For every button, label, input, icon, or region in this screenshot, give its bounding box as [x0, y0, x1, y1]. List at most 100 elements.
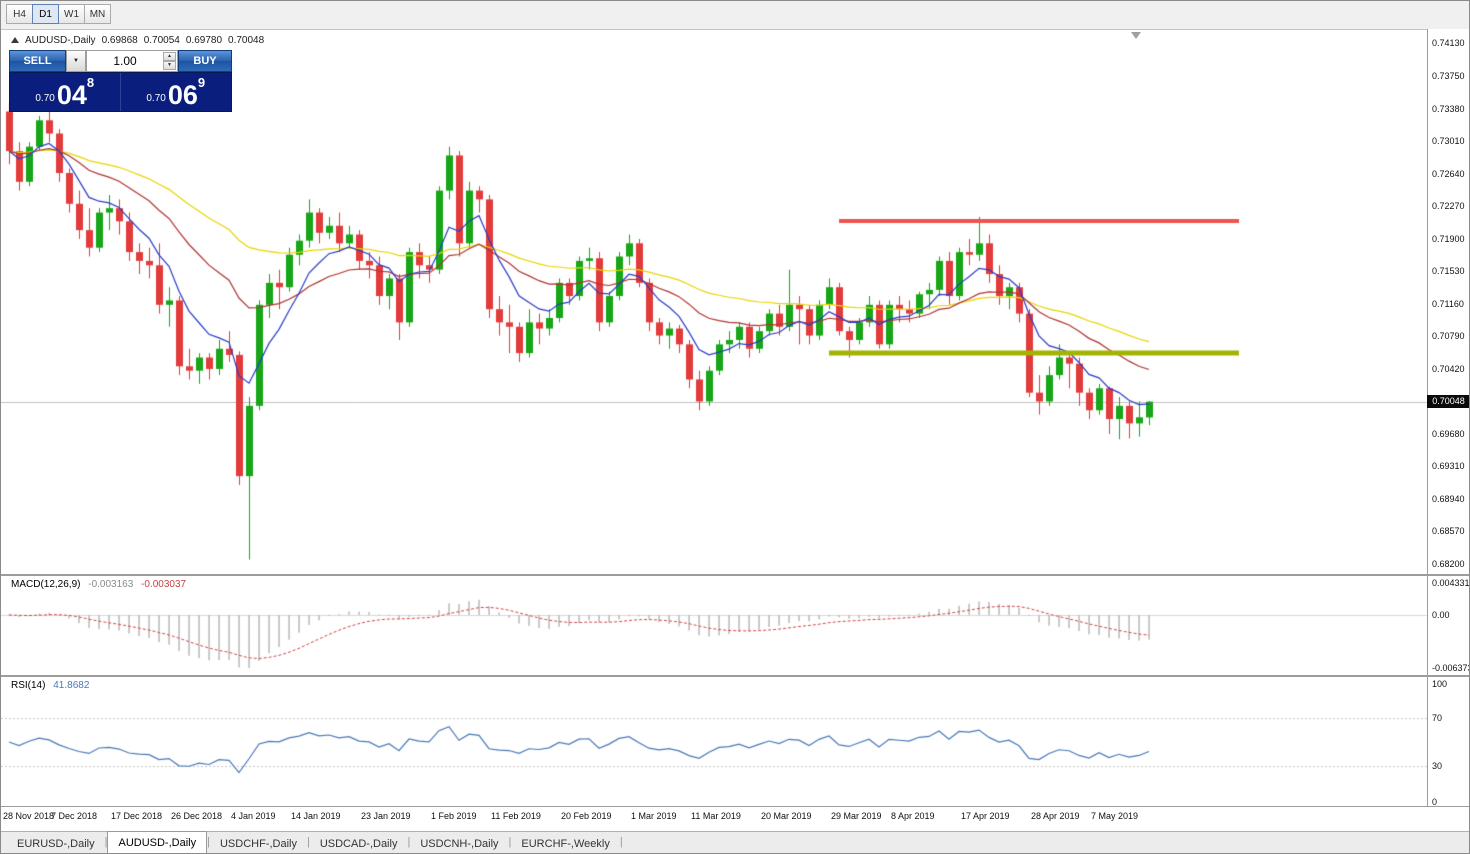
pane-divider[interactable] [1, 574, 1469, 576]
chart-tab-eurchf-weekly[interactable]: EURCHF-,Weekly [521, 838, 610, 850]
price-axis-label: 0.73010 [1432, 136, 1465, 147]
macd-axis-label: 0.00 [1432, 609, 1450, 620]
date-axis-label: 20 Mar 2019 [761, 811, 812, 821]
date-axis-label: 11 Mar 2019 [691, 811, 741, 821]
chart-tab-usdchf-daily[interactable]: USDCHF-,Daily [219, 838, 297, 850]
date-axis-label: 28 Nov 2018 [3, 811, 55, 821]
tab-separator: | [306, 836, 310, 848]
price-axis-label: 0.68200 [1432, 559, 1465, 569]
chart-title: AUDUSD-,Daily 0.69868 0.70054 0.69780 0.… [11, 34, 270, 46]
price-axis-label: 0.74130 [1432, 38, 1465, 48]
buy-price-prefix: 0.70 [146, 93, 166, 104]
volume-field: ▲ ▼ [86, 50, 178, 72]
price-axis-label: 0.68570 [1432, 526, 1465, 537]
date-axis-label: 4 Jan 2019 [231, 811, 276, 821]
date-axis-label: 17 Apr 2019 [961, 811, 1010, 821]
chart-tab-usdcnh-daily[interactable]: USDCNH-,Daily [420, 838, 499, 850]
one-click-trading-panel: SELL ▼ ▲ ▼ BUY 0.70 04 8 0.70 06 9 [9, 50, 232, 112]
sell-price-big: 04 [56, 80, 87, 111]
rsi-indicator-canvas[interactable] [1, 677, 1427, 806]
rsi-axis-label: 0 [1432, 797, 1438, 807]
volume-input[interactable] [89, 52, 161, 70]
chart-symbol-label: AUDUSD-,Daily [25, 34, 96, 46]
price-axis-label: 0.71900 [1432, 233, 1465, 244]
volume-dropdown-button[interactable]: ▼ [66, 50, 86, 72]
current-price-tag: 0.70048 [1427, 394, 1469, 408]
date-axis-label: 14 Jan 2019 [291, 811, 341, 821]
macd-axis-label: -0.006373 [1432, 663, 1470, 673]
price-axis-label: 0.72270 [1432, 201, 1465, 212]
rsi-axis-label: 70 [1432, 712, 1443, 723]
buy-price-sup: 9 [197, 75, 206, 90]
sell-button[interactable]: SELL [9, 50, 66, 72]
volume-up-button[interactable]: ▲ [163, 52, 176, 61]
main-chart-canvas[interactable] [1, 31, 1427, 574]
timeframe-button-d1[interactable]: D1 [32, 4, 59, 24]
date-axis-label: 17 Dec 2018 [111, 811, 163, 821]
chart-tab-audusd-daily[interactable]: AUDUSD-,Daily [107, 831, 208, 853]
date-axis-label: 7 May 2019 [1091, 811, 1139, 821]
timeframe-button-w1[interactable]: W1 [58, 4, 85, 24]
date-axis-label: 7 Dec 2018 [51, 811, 98, 821]
timeframe-button-group: H4 D1 W1 MN [6, 4, 111, 24]
macd-name: MACD(12,26,9) [11, 579, 81, 590]
chart-close-value: 0.70048 [228, 34, 265, 46]
sell-price-prefix: 0.70 [35, 93, 55, 104]
price-axis-label: 0.73750 [1432, 71, 1465, 82]
macd-axis-label: 0.004331 [1432, 578, 1470, 588]
buy-price-big: 06 [167, 80, 198, 111]
macd-label: MACD(12,26,9) -0.003163 -0.003037 [11, 579, 186, 590]
date-axis-label: 1 Feb 2019 [431, 811, 477, 821]
volume-down-button[interactable]: ▼ [163, 61, 176, 70]
rsi-axis-label: 100 [1432, 679, 1448, 689]
price-axis-label: 0.70790 [1432, 331, 1465, 342]
date-axis-label: 23 Jan 2019 [361, 811, 411, 821]
rsi-value: 41.8682 [53, 680, 90, 691]
buy-price-display[interactable]: 0.70 06 9 [121, 73, 232, 111]
date-axis-label: 26 Dec 2018 [171, 811, 223, 821]
timeframe-button-h4[interactable]: H4 [6, 4, 33, 24]
timeframe-toolbar: H4 D1 W1 MN [1, 1, 1469, 30]
date-axis-label: 8 Apr 2019 [891, 811, 935, 821]
price-axis-label: 0.72640 [1432, 168, 1465, 179]
rsi-name: RSI(14) [11, 680, 46, 691]
price-axis-label: 0.71530 [1432, 266, 1465, 277]
date-axis-label: 20 Feb 2019 [561, 811, 612, 821]
macd-main-value: -0.003163 [88, 579, 134, 590]
price-axis-label: 0.68940 [1432, 493, 1465, 504]
chart-end-marker-icon[interactable] [1131, 32, 1141, 39]
date-axis[interactable]: 28 Nov 2018 7 Dec 2018 17 Dec 2018 26 Dec 2… [1, 807, 1427, 831]
tab-separator: | [104, 836, 108, 848]
macd-signal-value: -0.003037 [141, 579, 187, 590]
tab-separator: | [207, 836, 210, 848]
chart-low-value: 0.69780 [185, 34, 223, 46]
sell-price-display[interactable]: 0.70 04 8 [10, 73, 121, 111]
oct-controls-row: SELL ▼ ▲ ▼ BUY [9, 50, 232, 72]
timeframe-button-mn[interactable]: MN [84, 4, 111, 24]
macd-indicator-canvas[interactable] [1, 576, 1427, 675]
tab-separator: | [619, 836, 623, 848]
rsi-label: RSI(14) 41.8682 [11, 680, 89, 691]
price-axis-label: 0.70420 [1432, 363, 1465, 374]
date-axis-label: 28 Apr 2019 [1031, 811, 1080, 821]
price-axis-label: 0.71160 [1432, 298, 1464, 309]
chart-tab-bar: EURUSD-,Daily | AUDUSD-,Daily | USDCHF-,Dail… [1, 831, 1469, 853]
buy-button[interactable]: BUY [178, 50, 232, 72]
date-axis-label: 11 Feb 2019 [491, 811, 541, 821]
pane-divider [1, 806, 1469, 807]
chart-tab-eurusd-daily[interactable]: EURUSD-,Daily [17, 838, 95, 850]
chart-open-value: 0.69868 [101, 34, 138, 46]
rsi-axis-label: 30 [1432, 761, 1443, 772]
date-axis-label: 29 Mar 2019 [831, 811, 882, 821]
date-axis-label: 1 Mar 2019 [631, 811, 677, 821]
one-click-trading-toggle-icon[interactable] [11, 37, 19, 43]
price-axis-label: 0.69680 [1432, 428, 1465, 439]
pane-divider[interactable] [1, 675, 1469, 677]
oct-price-row: 0.70 04 8 0.70 06 9 [9, 72, 232, 112]
sell-price-sup: 8 [86, 75, 95, 90]
price-axis-label: 0.69310 [1432, 461, 1465, 472]
tab-separator: | [508, 836, 512, 848]
chart-tab-usdcad-daily[interactable]: USDCAD-,Daily [319, 838, 398, 850]
price-axis-label: 0.73380 [1432, 103, 1465, 114]
